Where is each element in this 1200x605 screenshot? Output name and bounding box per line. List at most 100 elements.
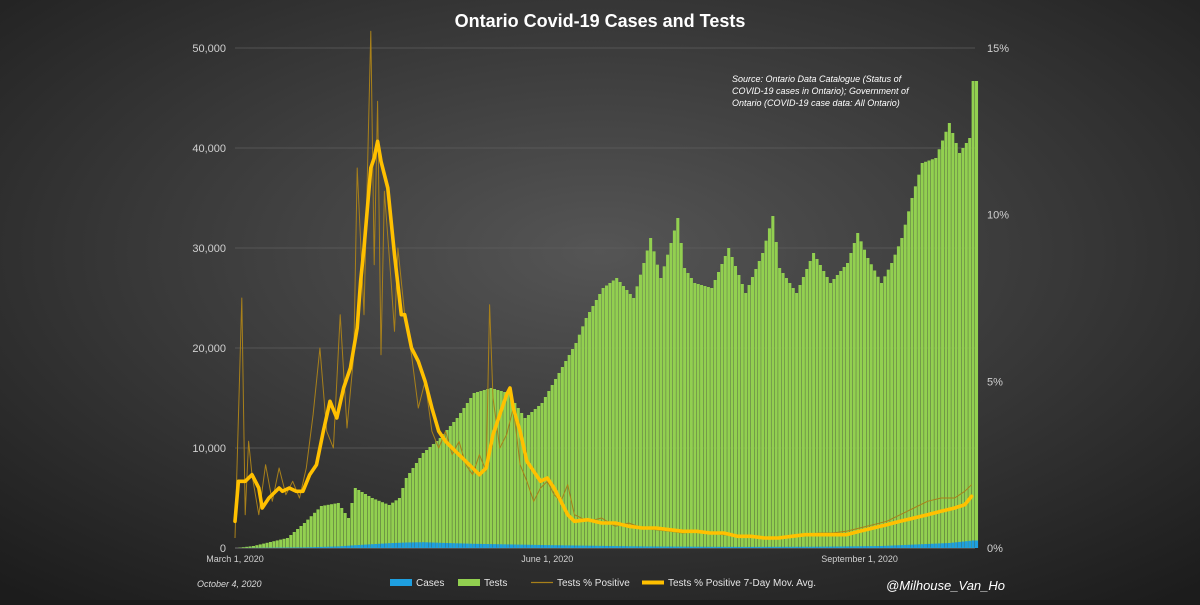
tests-bar — [815, 259, 818, 548]
tests-bar — [846, 263, 849, 548]
cases-bar — [527, 545, 530, 548]
tests-bar — [900, 238, 903, 548]
tests-bar — [378, 501, 381, 548]
cases-bar — [894, 545, 897, 548]
tests-bar — [965, 143, 968, 548]
tests-bar — [381, 502, 384, 548]
cases-bar — [323, 547, 326, 548]
tests-bar — [255, 545, 258, 548]
cases-bar — [571, 545, 574, 548]
cases-bar — [361, 545, 364, 548]
cases-bar — [357, 545, 360, 548]
cases-bar — [564, 545, 567, 548]
tests-bar — [741, 284, 744, 548]
cases-bar — [642, 546, 645, 548]
y-left-tick-label: 50,000 — [192, 43, 226, 55]
cases-bar — [663, 547, 666, 548]
tests-bar — [822, 271, 825, 548]
tests-bar — [707, 287, 710, 548]
legend-cases-label: Cases — [416, 578, 444, 589]
tests-bar — [425, 450, 428, 548]
cases-bar — [561, 545, 564, 548]
tests-bar — [266, 543, 269, 548]
tests-bar — [961, 148, 964, 548]
tests-bar — [690, 278, 693, 548]
cases-bar — [914, 545, 917, 549]
cases-bar — [347, 546, 350, 548]
cases-bar — [839, 546, 842, 548]
cases-bar — [296, 547, 299, 548]
tests-bar — [462, 408, 465, 548]
cases-bar — [622, 546, 625, 548]
cases-bar — [432, 543, 435, 548]
cases-bar — [544, 545, 547, 548]
tests-bar — [374, 499, 377, 548]
cases-bar — [364, 545, 367, 548]
tests-bar — [534, 409, 537, 548]
cases-bar — [605, 546, 608, 548]
cases-bar — [900, 545, 903, 548]
tests-bar — [710, 288, 713, 548]
cases-bar — [669, 547, 672, 548]
cases-bar — [924, 544, 927, 548]
cases-bar — [541, 545, 544, 548]
tests-bar — [564, 361, 567, 548]
cases-bar — [843, 546, 846, 548]
tests-bar — [608, 283, 611, 548]
tests-bar — [724, 256, 727, 548]
cases-bar — [961, 542, 964, 548]
tests-bar — [853, 243, 856, 548]
source-note-line-2: COVID-19 cases in Ontario); Government o… — [732, 86, 910, 96]
tests-bar — [591, 306, 594, 548]
tests-bar — [656, 265, 659, 548]
cases-bar — [700, 547, 703, 548]
y-left-tick-label: 20,000 — [192, 343, 226, 355]
tests-bar — [866, 258, 869, 548]
cases-bar — [951, 543, 954, 548]
cases-bar — [384, 543, 387, 548]
tests-bar — [432, 444, 435, 548]
cases-bar — [507, 544, 510, 548]
tests-bar — [697, 284, 700, 548]
cases-bar — [473, 544, 476, 548]
tests-bar — [415, 463, 418, 548]
tests-bar — [714, 280, 717, 548]
cases-bar — [944, 543, 947, 548]
cases-bar — [822, 547, 825, 548]
tests-bar — [639, 275, 642, 548]
tests-bar — [676, 218, 679, 548]
cases-bar — [466, 544, 469, 548]
tests-bar — [792, 288, 795, 548]
tests-bar — [574, 343, 577, 548]
tests-bar — [887, 270, 890, 548]
tests-bar — [557, 373, 560, 548]
tests-bar — [252, 546, 255, 548]
tests-bar — [663, 266, 666, 548]
cases-bar — [972, 541, 975, 549]
x-tick-label: March 1, 2020 — [206, 554, 264, 564]
y-right-tick-label: 15% — [987, 43, 1009, 55]
cases-bar — [724, 547, 727, 548]
tests-bar — [333, 504, 336, 548]
tests-bar — [717, 272, 720, 548]
tests-bar — [904, 225, 907, 548]
cases-bar — [469, 544, 472, 548]
tests-bar — [344, 513, 347, 548]
tests-bar — [938, 149, 941, 548]
cases-bar — [812, 547, 815, 548]
tests-bar — [303, 523, 306, 548]
cases-bar — [490, 544, 493, 548]
tests-bar — [459, 413, 462, 548]
cases-bar — [795, 547, 798, 548]
cases-bar — [955, 542, 958, 548]
tests-bar — [836, 275, 839, 548]
cases-bar — [911, 545, 914, 548]
cases-bar — [877, 546, 880, 548]
cases-bar — [598, 546, 601, 548]
cases-bar — [344, 546, 347, 548]
source-note-line-1: Source: Ontario Data Catalogue (Status o… — [732, 74, 903, 84]
tests-bar — [503, 392, 506, 548]
tests-bar — [686, 273, 689, 548]
tests-bar — [890, 263, 893, 548]
cases-bar — [568, 545, 571, 548]
